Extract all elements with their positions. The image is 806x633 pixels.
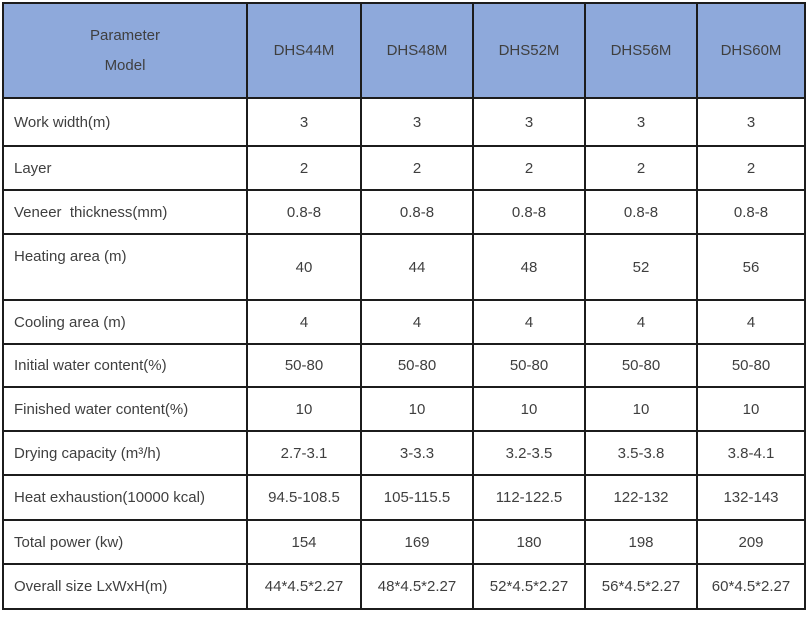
value-cell: 44 xyxy=(360,233,474,301)
row-layer: Layer 2 2 2 2 2 xyxy=(2,145,806,191)
value-cell: 3.8-4.1 xyxy=(696,430,806,476)
value-cell: 2 xyxy=(360,145,474,191)
value-cell: 0.8-8 xyxy=(696,189,806,235)
model-header-dhs60m: DHS60M xyxy=(696,2,806,99)
row-label: Heating area (m) xyxy=(2,233,248,301)
value-cell: 112-122.5 xyxy=(472,474,586,521)
value-cell: 4 xyxy=(584,299,698,345)
value-cell: 122-132 xyxy=(584,474,698,521)
value-cell: 4 xyxy=(360,299,474,345)
value-cell: 3 xyxy=(584,97,698,147)
value-cell: 0.8-8 xyxy=(472,189,586,235)
row-cooling-area: Cooling area (m) 4 4 4 4 4 xyxy=(2,299,806,345)
value-cell: 50-80 xyxy=(584,343,698,388)
value-cell: 40 xyxy=(246,233,362,301)
row-finished-water-content: Finished water content(%) 10 10 10 10 10 xyxy=(2,386,806,432)
value-cell: 2 xyxy=(696,145,806,191)
corner-header-model: Model xyxy=(104,56,146,74)
value-cell: 56 xyxy=(696,233,806,301)
row-total-power: Total power (kw) 154 169 180 198 209 xyxy=(2,519,806,565)
value-cell: 50-80 xyxy=(472,343,586,388)
row-drying-capacity: Drying capacity (m³/h) 2.7-3.1 3-3.3 3.2… xyxy=(2,430,806,476)
row-label: Layer xyxy=(2,145,248,191)
value-cell: 60*4.5*2.27 xyxy=(696,563,806,610)
model-header-dhs48m: DHS48M xyxy=(360,2,474,99)
value-cell: 3.5-3.8 xyxy=(584,430,698,476)
value-cell: 169 xyxy=(360,519,474,565)
value-cell: 2.7-3.1 xyxy=(246,430,362,476)
row-label: Finished water content(%) xyxy=(2,386,248,432)
value-cell: 3 xyxy=(472,97,586,147)
value-cell: 44*4.5*2.27 xyxy=(246,563,362,610)
value-cell: 10 xyxy=(696,386,806,432)
value-cell: 52*4.5*2.27 xyxy=(472,563,586,610)
corner-header-cell: Parameter Model xyxy=(2,2,248,99)
value-cell: 154 xyxy=(246,519,362,565)
model-header-dhs56m: DHS56M xyxy=(584,2,698,99)
corner-header-parameter: Parameter xyxy=(89,26,161,44)
value-cell: 4 xyxy=(246,299,362,345)
value-cell: 180 xyxy=(472,519,586,565)
value-cell: 56*4.5*2.27 xyxy=(584,563,698,610)
value-cell: 198 xyxy=(584,519,698,565)
value-cell: 3 xyxy=(360,97,474,147)
value-cell: 0.8-8 xyxy=(584,189,698,235)
value-cell: 4 xyxy=(472,299,586,345)
value-cell: 52 xyxy=(584,233,698,301)
value-cell: 2 xyxy=(472,145,586,191)
row-label: Overall size LxWxH(m) xyxy=(2,563,248,610)
value-cell: 0.8-8 xyxy=(246,189,362,235)
header-row: Parameter Model DHS44M DHS48M DHS52M DHS… xyxy=(2,2,806,99)
value-cell: 2 xyxy=(584,145,698,191)
row-heat-exhaustion: Heat exhaustion(10000 kcal) 94.5-108.5 1… xyxy=(2,474,806,521)
value-cell: 105-115.5 xyxy=(360,474,474,521)
row-label: Veneer thickness(mm) xyxy=(2,189,248,235)
row-overall-size: Overall size LxWxH(m) 44*4.5*2.27 48*4.5… xyxy=(2,563,806,610)
row-label: Cooling area (m) xyxy=(2,299,248,345)
value-cell: 48*4.5*2.27 xyxy=(360,563,474,610)
row-label: Drying capacity (m³/h) xyxy=(2,430,248,476)
value-cell: 132-143 xyxy=(696,474,806,521)
value-cell: 4 xyxy=(696,299,806,345)
value-cell: 10 xyxy=(246,386,362,432)
spec-table-page: Parameter Model DHS44M DHS48M DHS52M DHS… xyxy=(2,2,806,610)
row-heating-area: Heating area (m) 40 44 48 52 56 xyxy=(2,233,806,301)
value-cell: 50-80 xyxy=(360,343,474,388)
value-cell: 10 xyxy=(584,386,698,432)
model-header-dhs52m: DHS52M xyxy=(472,2,586,99)
row-label: Total power (kw) xyxy=(2,519,248,565)
value-cell: 3 xyxy=(696,97,806,147)
row-veneer-thickness: Veneer thickness(mm) 0.8-8 0.8-8 0.8-8 0… xyxy=(2,189,806,235)
dryer-spec-table: Parameter Model DHS44M DHS48M DHS52M DHS… xyxy=(2,2,806,610)
row-initial-water-content: Initial water content(%) 50-80 50-80 50-… xyxy=(2,343,806,388)
value-cell: 209 xyxy=(696,519,806,565)
value-cell: 50-80 xyxy=(246,343,362,388)
value-cell: 3.2-3.5 xyxy=(472,430,586,476)
row-label: Initial water content(%) xyxy=(2,343,248,388)
value-cell: 2 xyxy=(246,145,362,191)
value-cell: 3 xyxy=(246,97,362,147)
row-label: Work width(m) xyxy=(2,97,248,147)
value-cell: 10 xyxy=(360,386,474,432)
value-cell: 48 xyxy=(472,233,586,301)
value-cell: 0.8-8 xyxy=(360,189,474,235)
value-cell: 94.5-108.5 xyxy=(246,474,362,521)
row-work-width: Work width(m) 3 3 3 3 3 xyxy=(2,97,806,147)
value-cell: 50-80 xyxy=(696,343,806,388)
value-cell: 10 xyxy=(472,386,586,432)
model-header-dhs44m: DHS44M xyxy=(246,2,362,99)
value-cell: 3-3.3 xyxy=(360,430,474,476)
row-label: Heat exhaustion(10000 kcal) xyxy=(2,474,248,521)
